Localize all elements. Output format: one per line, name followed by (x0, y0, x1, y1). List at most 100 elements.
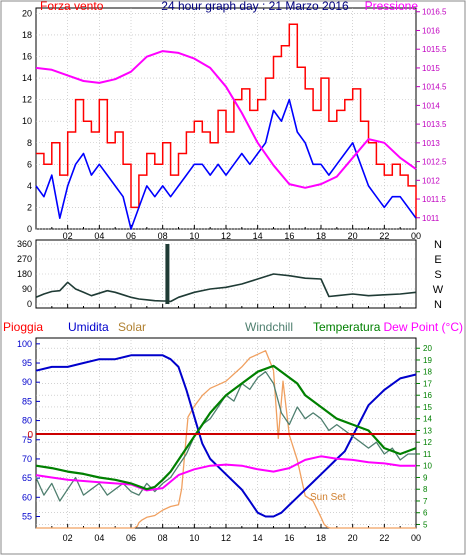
x-tick-label: 16 (284, 231, 294, 241)
y-left-tick-label: 14 (22, 73, 32, 83)
y-tick-label: 270 (17, 254, 32, 264)
y-right-tick-label: 8 (423, 485, 428, 494)
series-pressure (35, 50, 417, 189)
y-right-tick-label: 5 (423, 520, 428, 529)
x-tick-label: 02 (63, 533, 73, 543)
x-tick-label: 22 (379, 231, 389, 241)
y-left-tick-label: 85 (22, 396, 32, 406)
y-left-tick-label: 12 (22, 95, 32, 105)
series-solar (36, 350, 416, 529)
x-tick-label: 00 (411, 231, 421, 241)
series-wind-direction (35, 273, 417, 303)
y-left-tick-label: 4 (27, 181, 32, 191)
y-right-tick-label: 13 (423, 426, 432, 435)
y-left-tick-label: 90 (22, 377, 32, 387)
y-right-tick-label: 1015 (422, 64, 440, 73)
y-tick-label: 180 (17, 269, 32, 279)
x-tick-label: 02 (63, 231, 73, 241)
x-tick-label: 08 (158, 533, 168, 543)
y-left-tick-label: 10 (22, 116, 32, 126)
y-right-tick-label: 1012 (422, 176, 440, 185)
y-right-tick-label: 1014 (422, 101, 440, 110)
y-left-tick-label: 2 (27, 202, 32, 212)
y-right-tick-label: 11 (423, 450, 432, 459)
y-right-tick-label: 15 (423, 403, 432, 412)
y-right-tick-label: 1011.5 (422, 195, 446, 204)
x-tick-label: 12 (221, 533, 231, 543)
series-humidity (35, 354, 417, 518)
wind-label: Forza vento (40, 0, 104, 13)
x-tick-label: 18 (316, 231, 326, 241)
x-tick-label: 14 (253, 533, 263, 543)
y-left-tick-label: 65 (22, 473, 32, 483)
y-left-tick-label: 55 (22, 511, 32, 521)
y-left-tick-label: 18 (22, 30, 32, 40)
x-tick-label: 16 (284, 533, 294, 543)
x-tick-label: 08 (158, 231, 168, 241)
x-tick-label: 04 (94, 231, 104, 241)
y-right-tick-label: 1013.5 (422, 120, 447, 129)
rain-label: Pioggia (3, 320, 43, 334)
x-tick-label: 10 (189, 231, 199, 241)
page-title: 24 hour graph day : 21 Marzo 2016 (161, 0, 349, 13)
x-tick-label: 12 (221, 231, 231, 241)
x-tick-label: 18 (316, 533, 326, 543)
compass-label: S (434, 269, 441, 281)
x-tick-label: 06 (126, 231, 136, 241)
y-right-tick-label: 1011 (422, 214, 440, 223)
y-right-tick-label: 1013 (422, 139, 440, 148)
direction-spike (165, 244, 170, 304)
y-right-tick-label: 10 (423, 462, 432, 471)
y-right-tick-label: 20 (423, 344, 432, 353)
y-left-tick-label: 60 (22, 492, 32, 502)
y-left-tick-label: 80 (22, 416, 32, 426)
series-wind-gust (36, 23, 417, 219)
y-left-tick-label: 20 (22, 8, 32, 18)
x-tick-label: 20 (348, 533, 358, 543)
humidity-label: Umidita (68, 320, 109, 334)
y-right-tick-label: 17 (423, 379, 432, 388)
compass-label: W (433, 284, 444, 296)
windchill-label: Windchill (245, 320, 293, 334)
y-right-tick-label: 1016.5 (422, 8, 447, 17)
y-tick-label: 0 (27, 299, 32, 309)
compass-label: N (434, 239, 442, 251)
solar-label: Solar (118, 320, 146, 334)
y-right-tick-label: 1016 (422, 26, 440, 35)
y-tick-label: 90 (22, 284, 32, 294)
x-tick-label: 10 (189, 533, 199, 543)
y-right-tick-label: 7 (423, 497, 428, 506)
x-tick-label: 14 (253, 231, 263, 241)
y-right-tick-label: 1014.5 (422, 83, 447, 92)
sunset-label: Sun Set (310, 492, 346, 503)
y-right-tick-label: 6 (423, 509, 428, 518)
y-right-tick-label: 9 (423, 473, 428, 482)
y-left-tick-label: 0 (27, 224, 32, 234)
y-right-tick-label: 1015.5 (422, 45, 447, 54)
x-tick-label: 04 (94, 533, 104, 543)
x-tick-label: 20 (348, 231, 358, 241)
compass-label: N (434, 299, 442, 311)
y-tick-label: 360 (17, 239, 32, 249)
y-left-tick-label: 100 (17, 339, 32, 349)
series-wind-speed (35, 98, 417, 230)
y-left-tick-label: 16 (22, 52, 32, 62)
y-left-tick-label: 95 (22, 358, 32, 368)
rain-zero-label: 0 (27, 430, 33, 441)
series-dew-point (35, 455, 416, 492)
x-tick-label: 22 (379, 533, 389, 543)
y-right-tick-label: 12 (423, 438, 432, 447)
y-left-tick-label: 8 (27, 138, 32, 148)
x-tick-label: 06 (126, 533, 136, 543)
y-right-tick-label: 19 (423, 356, 432, 365)
dew-point-label: Dew Point (°C) (384, 320, 463, 334)
y-left-tick-label: 6 (27, 159, 32, 169)
pressure-label: Pressione (365, 0, 419, 13)
y-right-tick-label: 18 (423, 368, 432, 377)
y-right-tick-label: 16 (423, 391, 432, 400)
compass-label: E (434, 254, 441, 266)
y-left-tick-label: 75 (22, 435, 32, 445)
